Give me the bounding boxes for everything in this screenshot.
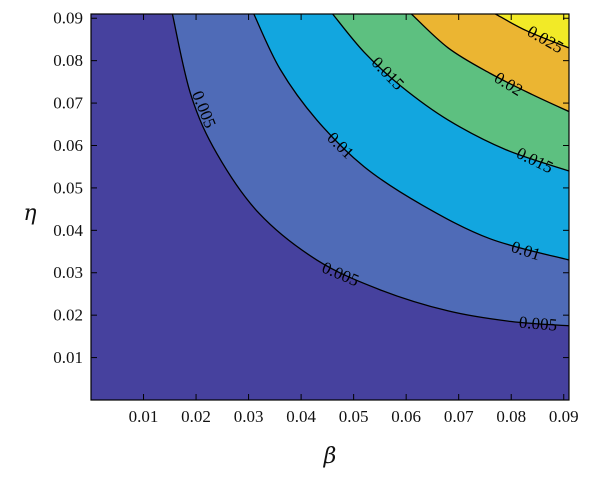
- contour-value-label: 0.005: [518, 313, 558, 335]
- y-tick-label: 0.07: [53, 94, 83, 113]
- x-tick-label: 0.01: [129, 407, 159, 426]
- y-axis-ticks: 0.01 0.02 0.03 0.04 0.05 0.06 0.07 0.08 0.09: [53, 9, 569, 367]
- x-tick-label: 0.05: [339, 407, 369, 426]
- y-tick-label: 0.09: [53, 9, 83, 28]
- y-axis-label: η: [23, 201, 36, 226]
- contour-line-0.015: [332, 14, 569, 172]
- plot-frame: [90, 13, 570, 401]
- contour-line-0.01: [253, 14, 569, 261]
- y-tick-label: 0.03: [53, 263, 83, 282]
- x-axis-ticks: 0.01 0.02 0.03 0.04 0.05 0.06 0.07 0.08 0.09: [129, 14, 579, 426]
- x-tick-label: 0.04: [286, 407, 316, 426]
- x-tick-label: 0.07: [444, 407, 474, 426]
- y-tick-label: 0.06: [53, 136, 83, 155]
- y-tick-label: 0.08: [53, 51, 83, 70]
- x-tick-label: 0.02: [181, 407, 211, 426]
- contour-line-0.005: [171, 14, 569, 327]
- contour-band-5: [495, 14, 569, 48]
- contour-band-4: [411, 14, 569, 112]
- x-tick-label: 0.03: [234, 407, 264, 426]
- x-tick-label: 0.06: [391, 407, 421, 426]
- y-tick-label: 0.04: [53, 221, 83, 240]
- y-tick-label: 0.01: [53, 348, 83, 367]
- contour-fills: [91, 14, 569, 400]
- contour-line-0.02: [410, 14, 569, 113]
- y-tick-label: 0.05: [53, 178, 83, 197]
- x-tick-label: 0.08: [496, 407, 526, 426]
- x-axis-label: β: [323, 444, 337, 469]
- contour-lines: [171, 14, 569, 327]
- x-tick-label: 0.09: [549, 407, 579, 426]
- contour-line-0.025: [495, 14, 569, 49]
- y-tick-label: 0.02: [53, 306, 83, 325]
